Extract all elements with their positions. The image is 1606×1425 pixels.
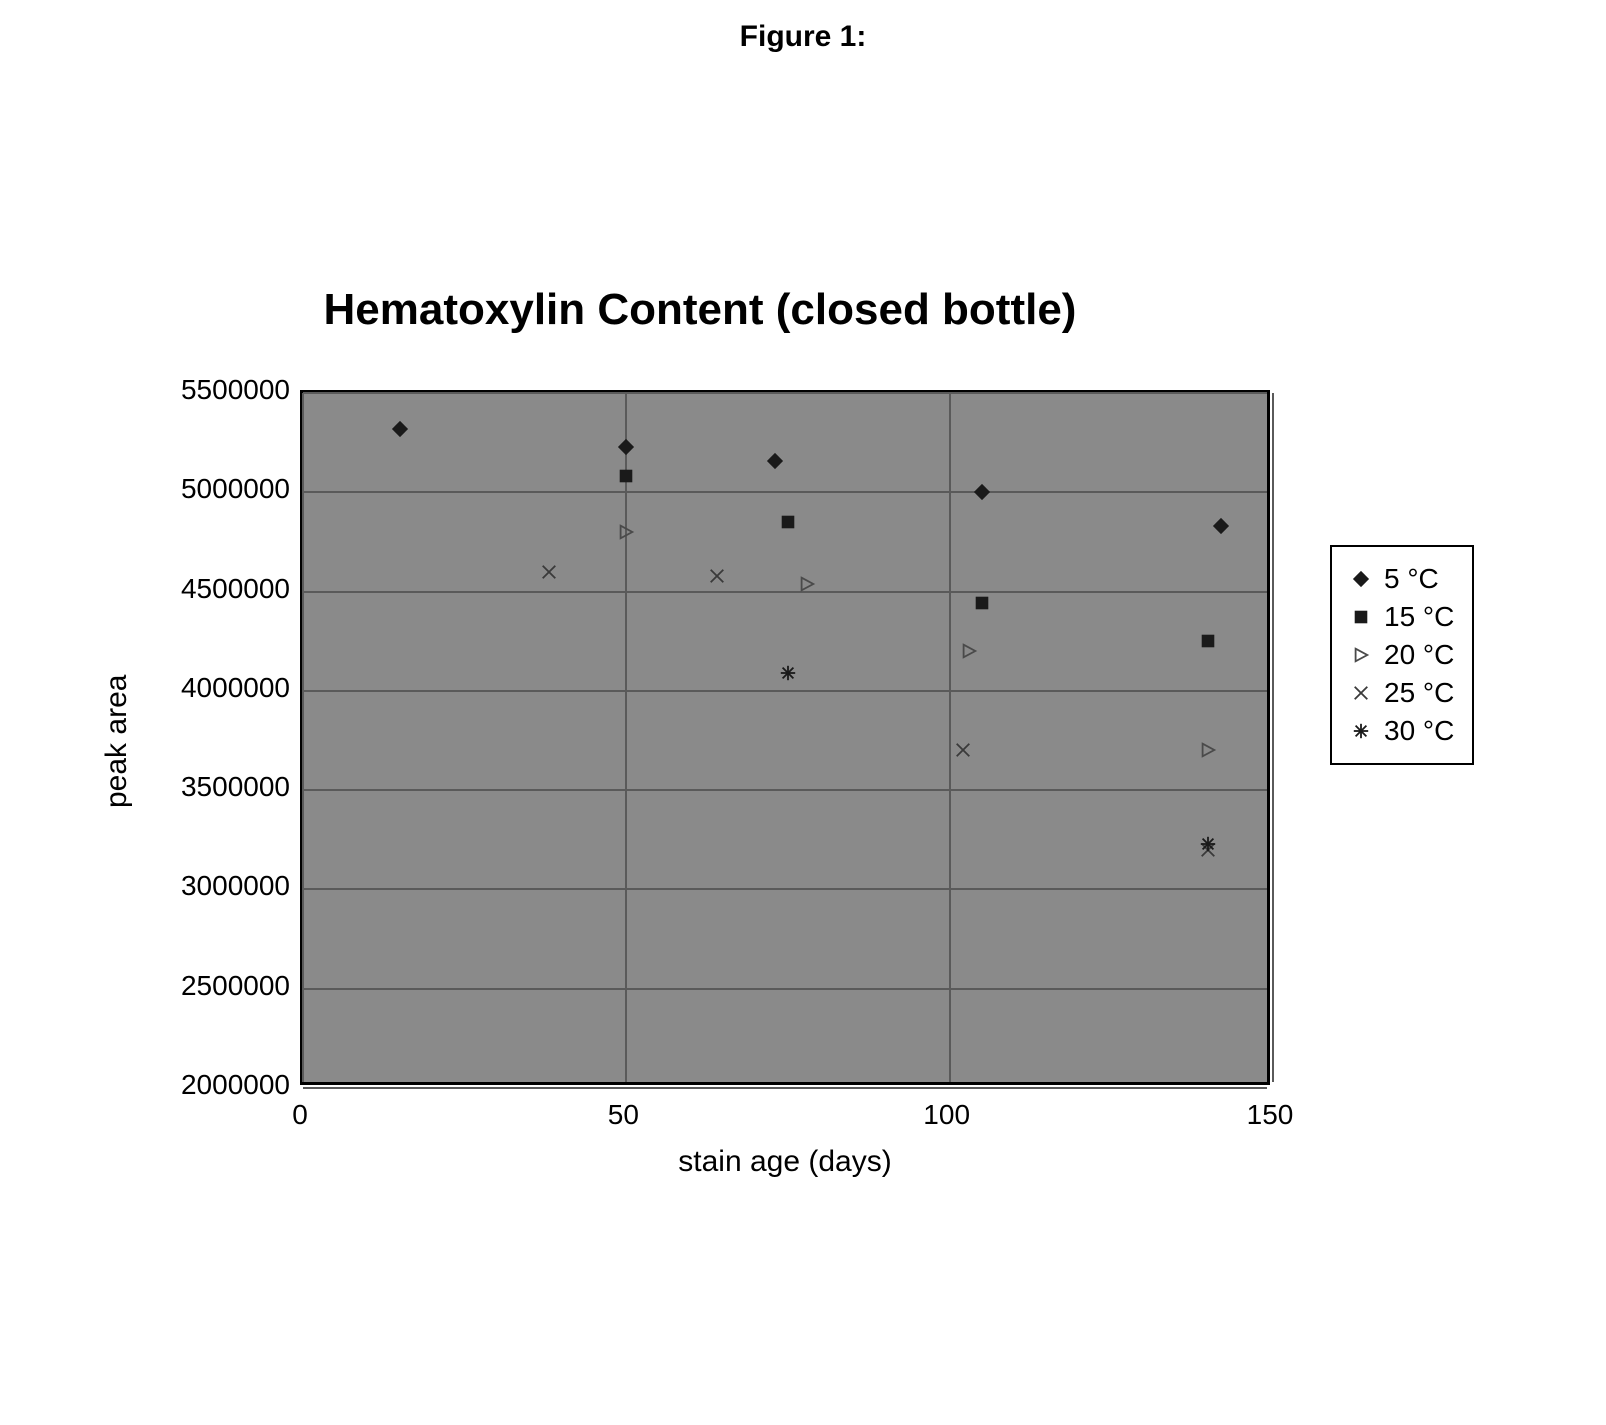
data-point <box>973 483 991 501</box>
data-point <box>1199 835 1217 853</box>
data-point <box>779 513 797 531</box>
legend-marker-icon <box>1346 608 1376 626</box>
legend-label: 15 °C <box>1384 601 1454 633</box>
data-point <box>708 567 726 585</box>
data-point <box>617 438 635 456</box>
data-point <box>960 642 978 660</box>
gridline-horizontal <box>303 690 1267 692</box>
data-point <box>1199 741 1217 759</box>
legend-label: 25 °C <box>1384 677 1454 709</box>
chart-plot-area <box>300 390 1270 1085</box>
gridline-horizontal <box>303 392 1267 394</box>
legend-item: 15 °C <box>1346 601 1454 633</box>
data-point <box>766 452 784 470</box>
figure-caption: Figure 1: <box>0 20 1606 54</box>
y-tick-label: 5500000 <box>150 374 290 406</box>
gridline-vertical <box>949 393 951 1082</box>
data-point <box>1212 517 1230 535</box>
gridline-horizontal <box>303 888 1267 890</box>
gridline-vertical <box>1272 393 1274 1082</box>
gridline-horizontal <box>303 988 1267 990</box>
y-tick-label: 2500000 <box>150 970 290 1002</box>
x-tick-label: 100 <box>923 1099 970 1131</box>
data-point <box>617 523 635 541</box>
legend-item: 5 °C <box>1346 563 1454 595</box>
gridline-horizontal <box>303 789 1267 791</box>
gridline-horizontal <box>303 491 1267 493</box>
data-point <box>391 420 409 438</box>
legend-label: 5 °C <box>1384 563 1439 595</box>
x-tick-label: 0 <box>292 1099 308 1131</box>
y-tick-label: 4500000 <box>150 573 290 605</box>
legend-label: 30 °C <box>1384 715 1454 747</box>
legend-item: 20 °C <box>1346 639 1454 671</box>
x-axis-label: stain age (days) <box>300 1145 1270 1179</box>
page: Figure 1: Hematoxylin Content (closed bo… <box>0 0 1606 1425</box>
legend-marker-icon <box>1346 684 1376 702</box>
x-tick-label: 50 <box>608 1099 639 1131</box>
data-point <box>1199 632 1217 650</box>
y-tick-label: 2000000 <box>150 1069 290 1101</box>
y-axis-label: peak area <box>100 674 134 807</box>
y-tick-label: 3500000 <box>150 771 290 803</box>
gridline-vertical <box>625 393 627 1082</box>
data-point <box>617 467 635 485</box>
x-tick-label: 150 <box>1247 1099 1294 1131</box>
chart-title: Hematoxylin Content (closed bottle) <box>0 285 1400 335</box>
legend-item: 30 °C <box>1346 715 1454 747</box>
y-tick-label: 5000000 <box>150 473 290 505</box>
gridline-vertical <box>302 393 304 1082</box>
gridline-horizontal <box>303 591 1267 593</box>
data-point <box>973 594 991 612</box>
y-tick-label: 3000000 <box>150 870 290 902</box>
legend-marker-icon <box>1346 570 1376 588</box>
gridline-horizontal <box>303 1087 1267 1089</box>
y-tick-label: 4000000 <box>150 672 290 704</box>
legend-label: 20 °C <box>1384 639 1454 671</box>
data-point <box>798 575 816 593</box>
data-point <box>779 664 797 682</box>
legend-item: 25 °C <box>1346 677 1454 709</box>
legend-marker-icon <box>1346 722 1376 740</box>
legend-marker-icon <box>1346 646 1376 664</box>
legend: 5 °C 15 °C 20 °C 25 °C 30 °C <box>1330 545 1474 765</box>
data-point <box>540 563 558 581</box>
data-point <box>954 741 972 759</box>
